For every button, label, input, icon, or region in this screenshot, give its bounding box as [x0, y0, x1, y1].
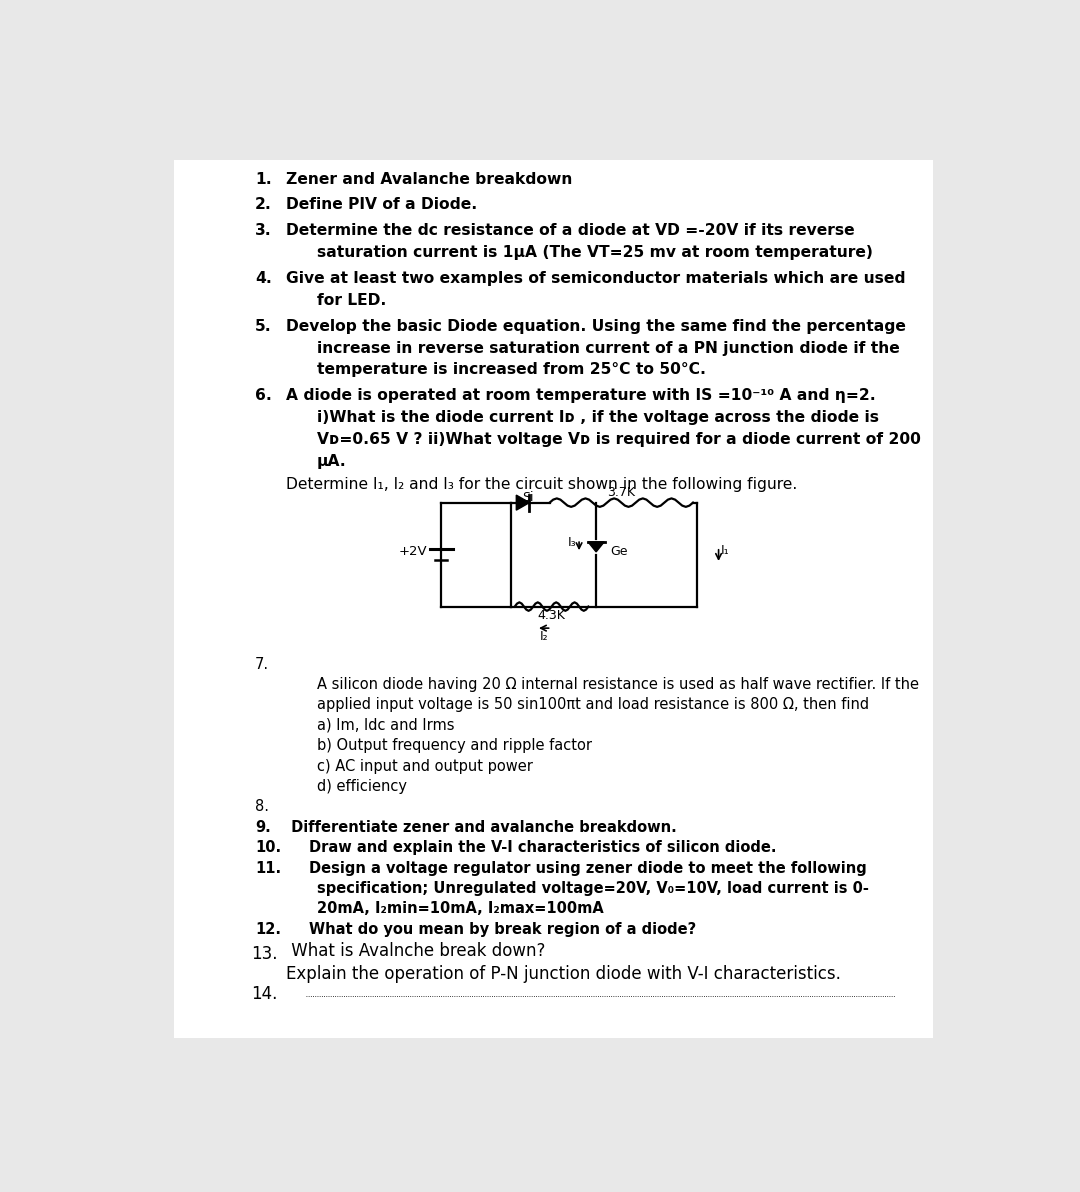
Text: 13.: 13. [252, 945, 278, 963]
Text: 12.: 12. [255, 921, 281, 937]
Polygon shape [589, 542, 604, 552]
Text: 2.: 2. [255, 198, 272, 212]
Text: for LED.: for LED. [318, 293, 387, 308]
Text: b) Output frequency and ripple factor: b) Output frequency and ripple factor [318, 738, 592, 753]
Text: c) AC input and output power: c) AC input and output power [318, 758, 534, 774]
Text: increase in reverse saturation current of a PN junction diode if the: increase in reverse saturation current o… [318, 341, 900, 355]
Text: Give at least two examples of semiconductor materials which are used: Give at least two examples of semiconduc… [286, 271, 906, 286]
Text: Si: Si [523, 491, 534, 504]
Text: 20mA, I₂min=10mA, I₂max=100mA: 20mA, I₂min=10mA, I₂max=100mA [318, 901, 604, 917]
Text: 8.: 8. [255, 800, 269, 814]
Text: temperature is increased from 25°C to 50°C.: temperature is increased from 25°C to 50… [318, 362, 706, 378]
Text: What is Avalnche break down?: What is Avalnche break down? [286, 943, 545, 961]
Text: Differentiate zener and avalanche breakdown.: Differentiate zener and avalanche breakd… [286, 820, 677, 834]
Text: Define PIV of a Diode.: Define PIV of a Diode. [286, 198, 477, 212]
Text: 10.: 10. [255, 840, 281, 856]
Text: μA.: μA. [318, 454, 347, 470]
Text: 4.: 4. [255, 271, 272, 286]
Text: 3.7K: 3.7K [607, 485, 635, 498]
Text: What do you mean by break region of a diode?: What do you mean by break region of a di… [309, 921, 697, 937]
Text: Draw and explain the V-I characteristics of silicon diode.: Draw and explain the V-I characteristics… [309, 840, 777, 856]
Text: 14.: 14. [252, 985, 278, 1002]
Text: a) Im, Idc and Irms: a) Im, Idc and Irms [318, 718, 455, 733]
Text: Determine I₁, I₂ and I₃ for the circuit shown in the following figure.: Determine I₁, I₂ and I₃ for the circuit … [286, 477, 797, 492]
Text: Determine the dc resistance of a diode at VD =-20V if its reverse: Determine the dc resistance of a diode a… [286, 223, 854, 238]
Text: Explain the operation of P-N junction diode with V-I characteristics.: Explain the operation of P-N junction di… [286, 966, 841, 983]
Text: specification; Unregulated voltage=20V, V₀=10V, load current is 0-: specification; Unregulated voltage=20V, … [318, 881, 869, 896]
Text: Vᴅ=0.65 V ? ii)What voltage Vᴅ is required for a diode current of 200: Vᴅ=0.65 V ? ii)What voltage Vᴅ is requir… [318, 433, 921, 447]
Text: saturation current is 1μA (The VT=25 mv at room temperature): saturation current is 1μA (The VT=25 mv … [318, 246, 873, 260]
Text: 3.: 3. [255, 223, 272, 238]
Text: Develop the basic Diode equation. Using the same find the percentage: Develop the basic Diode equation. Using … [286, 318, 906, 334]
Text: 9.: 9. [255, 820, 271, 834]
Text: I₁: I₁ [721, 544, 729, 557]
Text: A silicon diode having 20 Ω internal resistance is used as half wave rectifier. : A silicon diode having 20 Ω internal res… [318, 677, 919, 693]
Text: A diode is operated at room temperature with IS =10⁻¹⁰ A and η=2.: A diode is operated at room temperature … [286, 389, 876, 403]
Text: +2V: +2V [399, 546, 428, 558]
Text: 4.3K: 4.3K [538, 609, 566, 622]
Text: 6.: 6. [255, 389, 272, 403]
Text: 7.: 7. [255, 657, 269, 671]
Polygon shape [516, 495, 529, 510]
Text: 1.: 1. [255, 172, 272, 186]
Text: Zener and Avalanche breakdown: Zener and Avalanche breakdown [286, 172, 572, 186]
Text: 5.: 5. [255, 318, 272, 334]
Text: Ge: Ge [610, 546, 627, 558]
Text: I₂: I₂ [540, 629, 549, 642]
Text: I₃: I₃ [567, 536, 576, 550]
Text: 11.: 11. [255, 861, 281, 876]
Text: applied input voltage is 50 sin100πt and load resistance is 800 Ω, then find: applied input voltage is 50 sin100πt and… [318, 697, 869, 713]
Text: d) efficiency: d) efficiency [318, 780, 407, 794]
Text: Design a voltage regulator using zener diode to meet the following: Design a voltage regulator using zener d… [309, 861, 867, 876]
Text: i)What is the diode current Iᴅ , if the voltage across the diode is: i)What is the diode current Iᴅ , if the … [318, 410, 879, 426]
